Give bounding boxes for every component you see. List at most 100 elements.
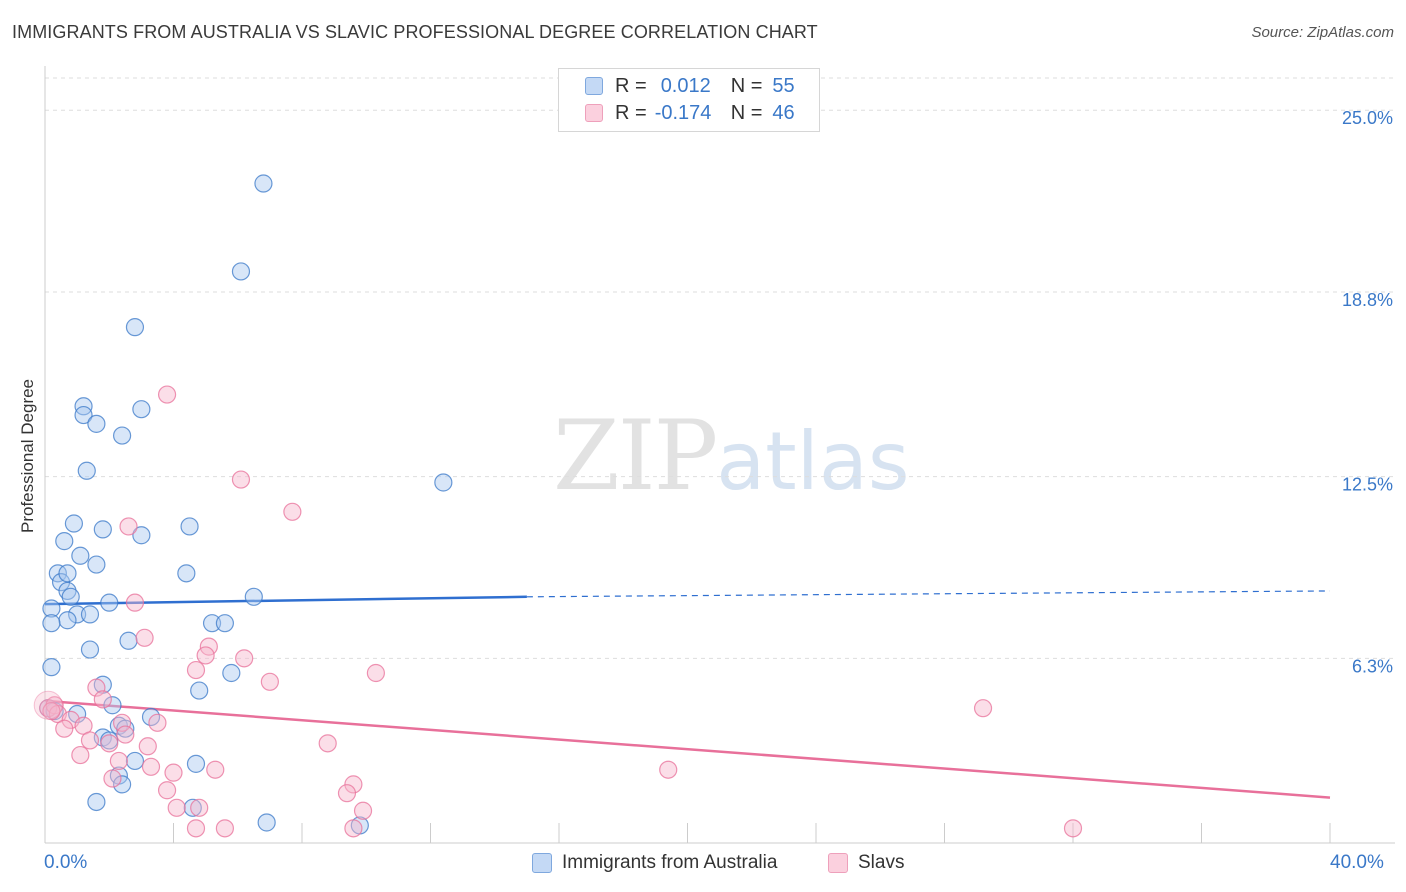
legend-n-value: 46 <box>772 101 795 124</box>
point-australia <box>244 587 263 606</box>
point-slavs <box>353 801 373 820</box>
point-australia <box>42 658 61 677</box>
point-australia <box>71 546 90 565</box>
point-australia <box>100 593 119 612</box>
point-australia <box>434 473 453 492</box>
bottom-legend-swatch-pink <box>828 853 848 873</box>
bottom-legend-slavs: Slavs <box>828 852 904 874</box>
point-australia <box>64 514 84 533</box>
point-australia <box>125 318 145 337</box>
legend-r-value: 0.012 <box>660 74 711 97</box>
y-tick-label: 6.3% <box>1352 656 1393 676</box>
point-australia <box>77 461 96 480</box>
point-slavs <box>119 517 138 536</box>
point-slavs <box>1063 819 1083 838</box>
point-slavs <box>112 713 132 732</box>
point-australia <box>58 611 77 630</box>
point-australia <box>42 599 61 618</box>
bottom-legend-australia: Immigrants from Australia <box>532 852 777 874</box>
point-australia <box>222 663 241 683</box>
point-slavs <box>366 663 385 683</box>
y-tick-label: 18.8% <box>1342 290 1393 310</box>
source-note: Source: ZipAtlas.com <box>1251 24 1394 41</box>
x-tick-label-min: 0.0% <box>44 852 88 873</box>
point-australia <box>112 426 132 445</box>
point-australia <box>254 174 273 193</box>
point-australia <box>215 614 234 633</box>
trend-layer <box>44 590 1331 799</box>
point-slavs <box>186 819 206 838</box>
point-slavs <box>100 734 119 753</box>
point-australia <box>257 813 276 832</box>
watermark: ZIPatlas <box>553 400 910 512</box>
legend-n-value: 55 <box>772 74 795 97</box>
legend-swatch-pink <box>585 104 603 122</box>
point-slavs <box>973 699 993 718</box>
point-slavs <box>186 660 206 680</box>
point-slavs <box>148 713 167 732</box>
trend-line-slavs <box>44 699 1331 799</box>
point-australia <box>74 405 93 425</box>
points-layer <box>33 174 1083 838</box>
point-australia <box>180 517 199 536</box>
point-australia <box>93 520 112 539</box>
point-australia <box>202 614 222 633</box>
point-slavs <box>659 760 678 779</box>
trend-line-australia-extrapolated <box>526 590 1331 598</box>
watermark-atlas: atlas <box>716 415 910 508</box>
point-australia <box>80 605 100 624</box>
legend-n-label: N = <box>730 101 763 124</box>
y-tick-label: 25.0% <box>1342 108 1393 128</box>
point-slavs <box>344 819 363 838</box>
point-australia <box>42 614 61 633</box>
point-cluster <box>33 690 63 720</box>
point-slavs <box>164 763 183 782</box>
point-slavs <box>125 593 145 612</box>
point-slavs <box>71 745 90 765</box>
point-slavs <box>103 769 122 788</box>
point-australia <box>61 587 80 606</box>
point-slavs <box>93 690 112 709</box>
point-australia <box>183 798 202 817</box>
point-australia <box>132 400 151 419</box>
point-slavs <box>80 731 100 750</box>
legend-row-australia: R = 0.012 N = 55 <box>585 73 795 99</box>
point-slavs <box>138 737 157 756</box>
bottom-legend-label: Slavs <box>858 852 905 873</box>
point-australia <box>125 751 145 771</box>
point-slavs <box>283 502 302 521</box>
y-tick-labels: 6.3% 12.5% 18.8% 25.0% <box>1342 108 1393 676</box>
legend-swatch-blue <box>585 77 603 95</box>
point-australia <box>116 719 135 738</box>
point-australia <box>177 564 196 583</box>
point-slavs <box>141 757 161 776</box>
legend-n-label: N = <box>730 74 763 97</box>
point-australia <box>87 555 106 574</box>
point-australia <box>87 414 106 433</box>
point-australia <box>132 526 151 545</box>
point-slavs <box>109 751 128 771</box>
y-tick-label: 12.5% <box>1342 475 1393 495</box>
point-slavs <box>135 628 154 647</box>
point-slavs <box>215 819 234 838</box>
point-australia <box>87 792 106 812</box>
point-australia <box>58 564 77 583</box>
point-slavs <box>116 725 135 744</box>
chart-title: IMMIGRANTS FROM AUSTRALIA VS SLAVIC PROF… <box>12 22 818 42</box>
point-slavs <box>157 385 177 404</box>
x-tick-label-max: 40.0% <box>1330 852 1384 873</box>
point-australia <box>80 640 100 659</box>
point-slavs <box>206 760 225 779</box>
point-slavs <box>55 719 74 738</box>
point-slavs <box>318 734 337 753</box>
point-australia <box>119 631 138 650</box>
point-australia <box>186 754 206 773</box>
point-slavs <box>167 798 186 817</box>
legend-r-label: R = <box>615 101 647 124</box>
point-slavs <box>231 470 251 489</box>
point-slavs <box>190 798 209 817</box>
point-slavs <box>157 781 177 800</box>
point-australia <box>68 605 87 624</box>
legend-r-label: R = <box>615 74 647 97</box>
